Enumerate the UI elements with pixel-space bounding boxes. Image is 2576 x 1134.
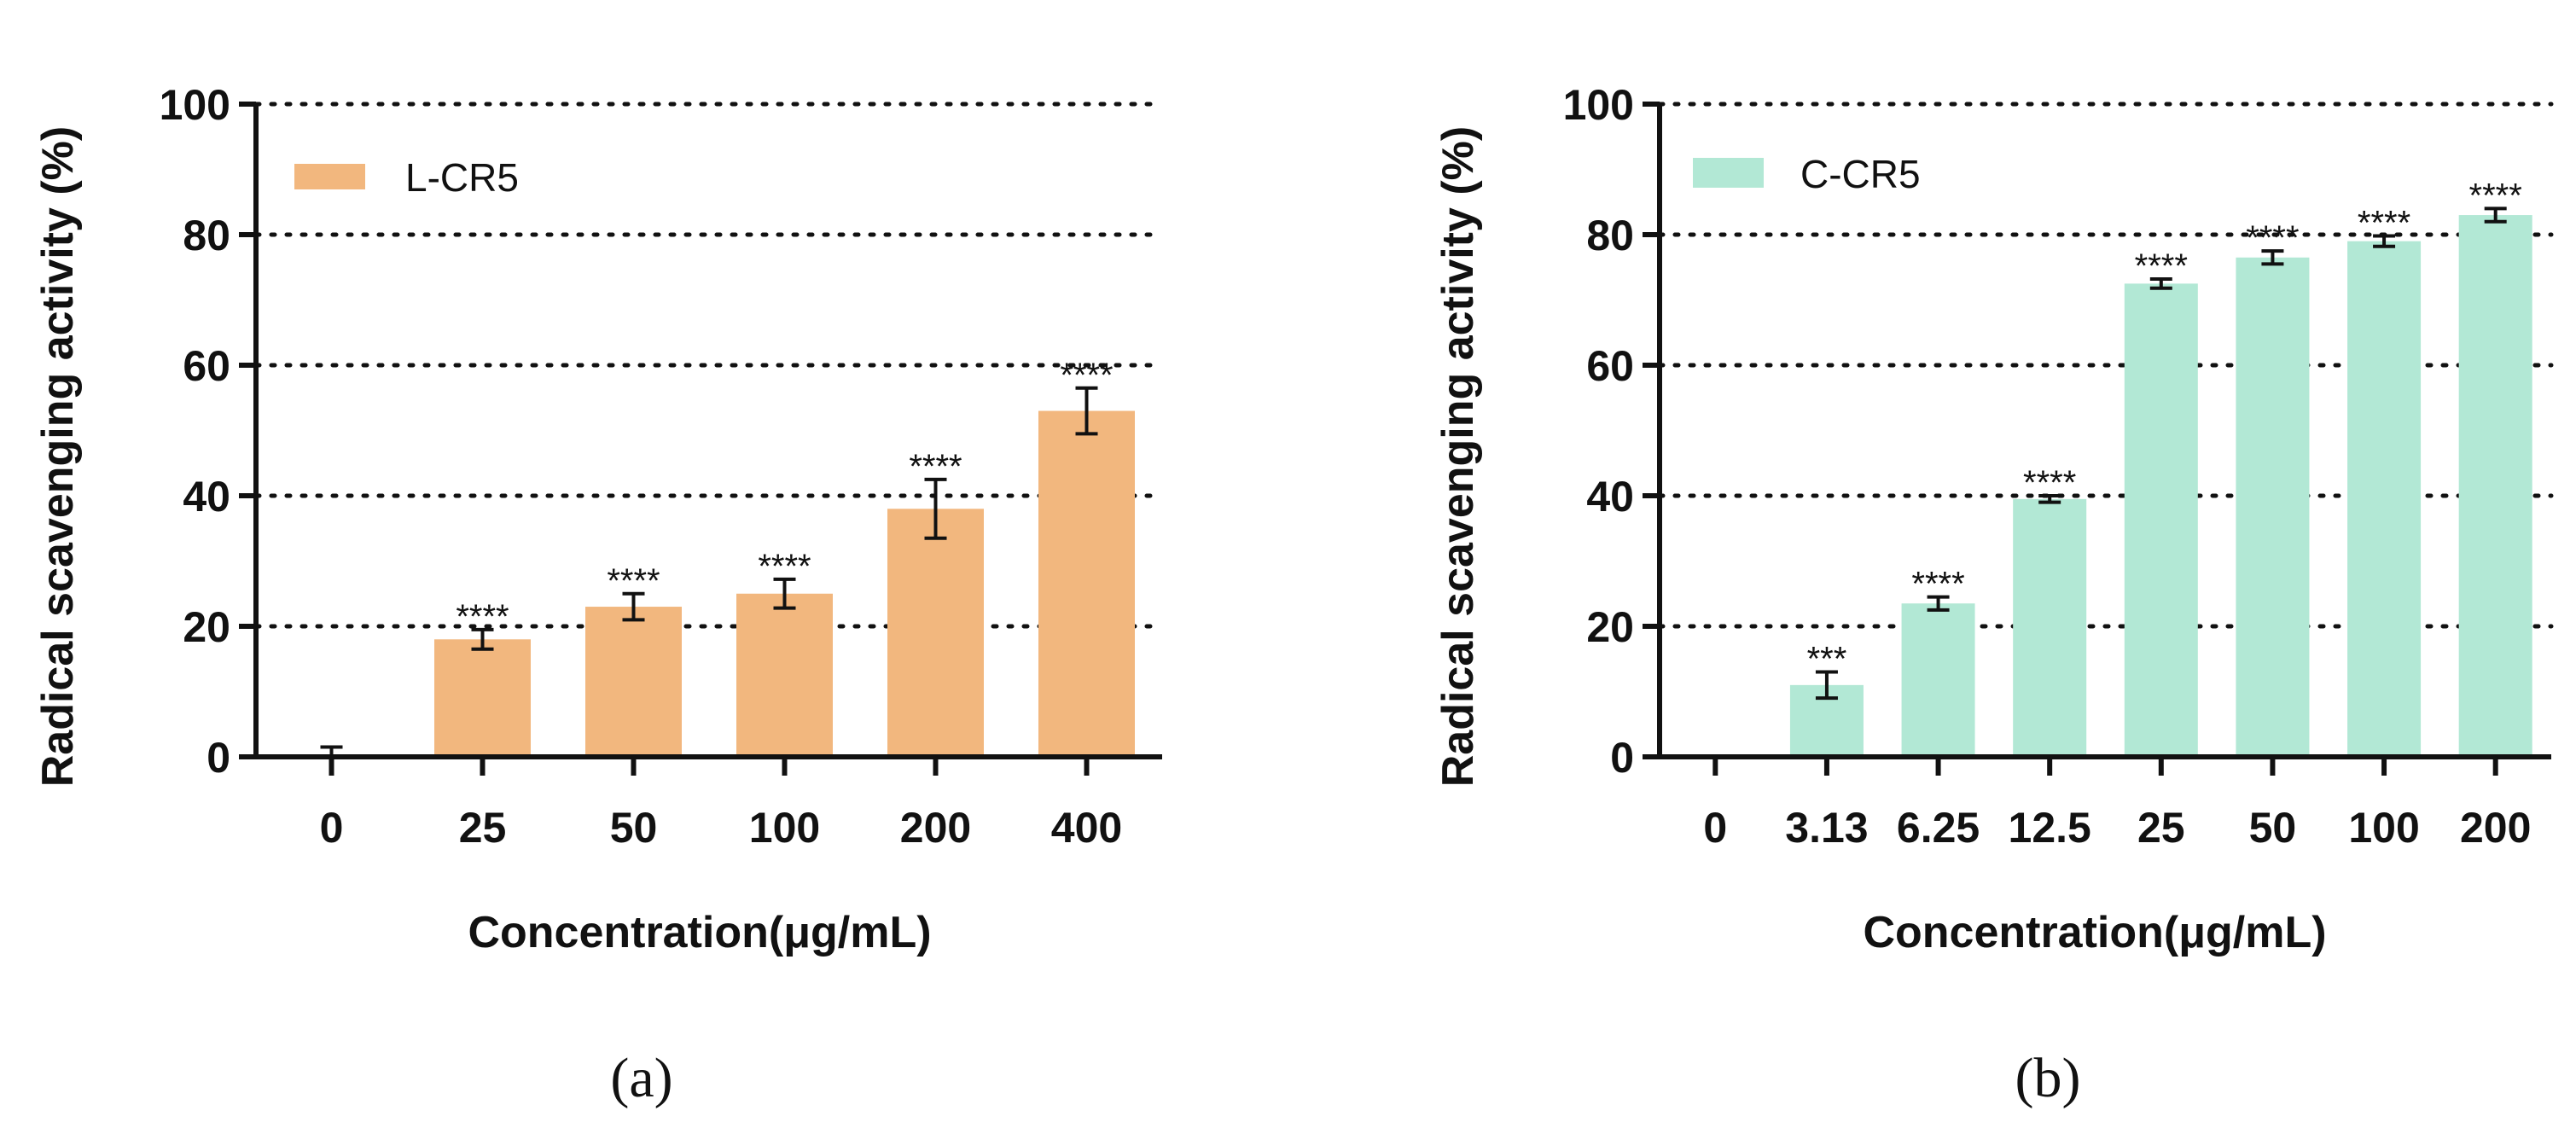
x-tick-label: 200 — [900, 804, 971, 852]
bar — [1901, 603, 1975, 757]
y-tick-label: 60 — [1586, 342, 1634, 390]
legend-swatch — [294, 164, 365, 189]
significance-label: **** — [2246, 219, 2299, 257]
panel-label: (b) — [2015, 1047, 2081, 1109]
legend-label: C-CR5 — [1800, 152, 1921, 196]
bar — [2347, 241, 2422, 757]
x-tick-label: 3.13 — [1785, 804, 1868, 852]
x-tick-label: 200 — [2460, 804, 2531, 852]
x-tick-label: 6.25 — [1897, 804, 1980, 852]
y-tick-label: 40 — [1586, 473, 1634, 520]
x-tick-label: 0 — [320, 804, 344, 852]
x-tick-label: 25 — [2137, 804, 2185, 852]
legend-swatch — [1693, 158, 1764, 188]
x-tick-label: 100 — [2348, 804, 2419, 852]
x-axis-title: Concentration(μg/mL) — [1863, 908, 2326, 957]
y-tick-label: 60 — [183, 342, 230, 390]
bar — [2458, 215, 2532, 758]
significance-label: **** — [1060, 357, 1113, 394]
significance-label: **** — [456, 598, 509, 636]
significance-label: *** — [1807, 641, 1847, 678]
chart-panel-b: Radical scavenging activity (%) Concentr… — [1433, 81, 2554, 1109]
bar — [2013, 498, 2087, 757]
x-tick-label: 12.5 — [2009, 804, 2091, 852]
y-tick-label: 40 — [183, 473, 230, 520]
significance-label: **** — [2358, 205, 2410, 242]
x-axis-title: Concentration(μg/mL) — [468, 908, 931, 957]
x-tick-label: 400 — [1051, 804, 1122, 852]
x-tick-label: 0 — [1703, 804, 1727, 852]
bar — [585, 607, 682, 757]
bar — [736, 593, 833, 757]
bar — [887, 509, 984, 757]
significance-label: **** — [2023, 464, 2076, 502]
bar — [2124, 283, 2198, 757]
y-tick-label: 0 — [206, 734, 230, 782]
chart-panel-a: Radical scavenging activity (%) Concentr… — [33, 81, 1165, 1109]
significance-label: **** — [1911, 566, 1964, 603]
bar — [434, 639, 531, 757]
x-tick-label: 100 — [749, 804, 820, 852]
significance-label: **** — [2135, 247, 2188, 285]
significance-label: **** — [758, 548, 811, 585]
y-tick-label: 20 — [183, 603, 230, 651]
legend-label: L-CR5 — [405, 155, 519, 200]
x-tick-label: 25 — [459, 804, 507, 852]
y-tick-label: 80 — [1586, 212, 1634, 259]
x-tick-label: 50 — [610, 804, 658, 852]
y-tick-label: 100 — [1563, 81, 1634, 129]
y-tick-label: 0 — [1610, 734, 1634, 782]
significance-label: **** — [607, 562, 660, 600]
bar — [2236, 257, 2310, 757]
y-axis-title: Radical scavenging activity (%) — [1433, 126, 1483, 788]
significance-label: **** — [909, 448, 962, 486]
significance-label: **** — [2469, 177, 2522, 214]
y-tick-label: 20 — [1586, 603, 1634, 651]
panel-label: (a) — [610, 1047, 672, 1109]
x-tick-label: 50 — [2249, 804, 2297, 852]
bar — [1038, 410, 1135, 757]
y-tick-label: 100 — [160, 81, 230, 129]
y-axis-title: Radical scavenging activity (%) — [33, 126, 83, 788]
y-tick-label: 80 — [183, 212, 230, 259]
